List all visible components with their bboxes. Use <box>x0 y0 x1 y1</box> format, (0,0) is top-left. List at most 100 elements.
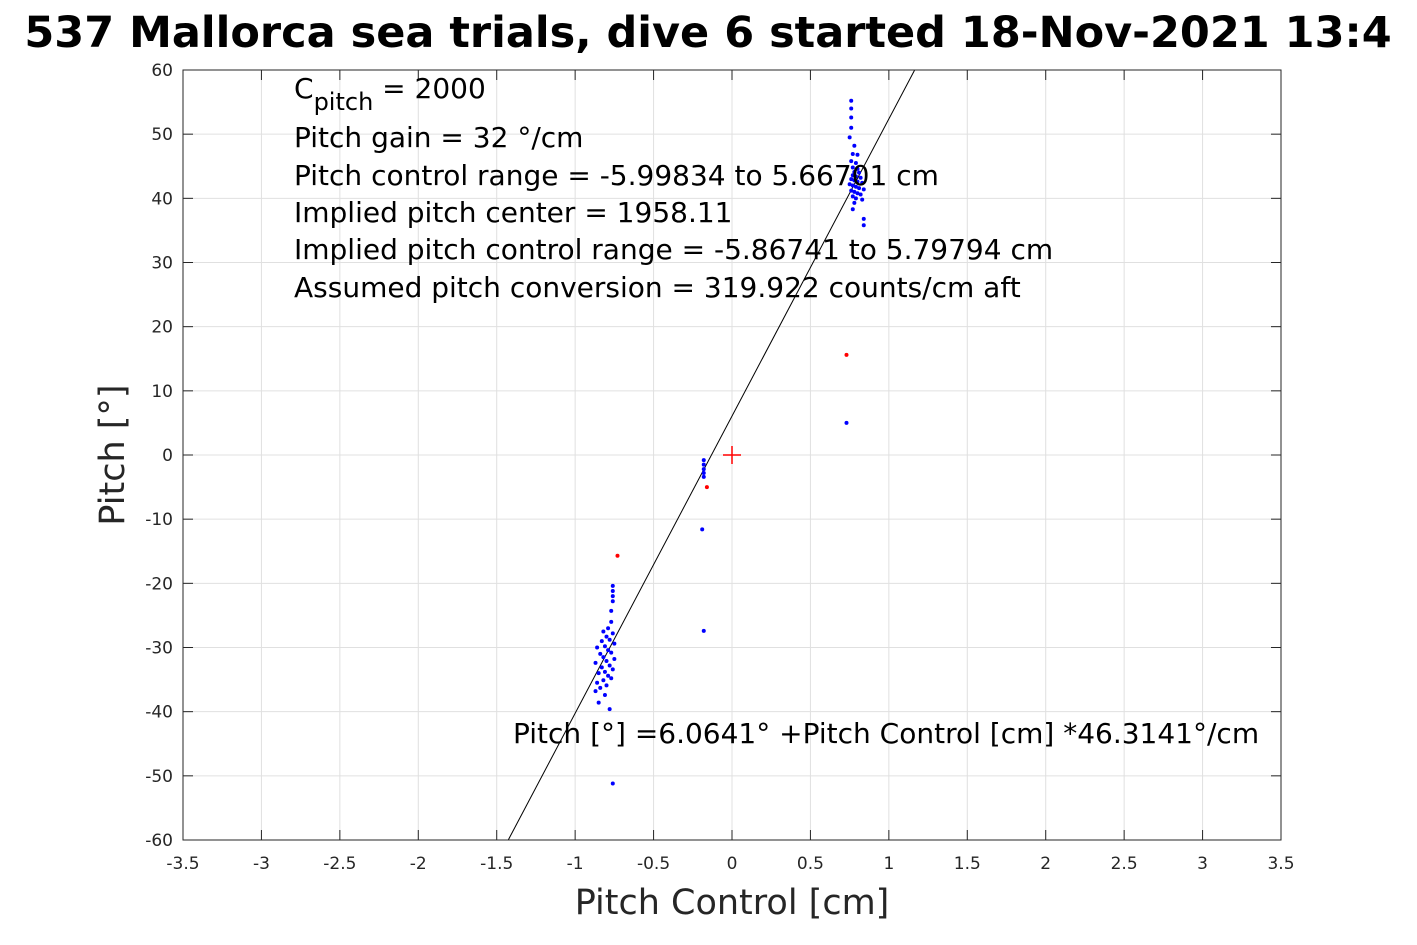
blue-data-point <box>701 458 706 463</box>
blue-data-point <box>861 223 866 228</box>
x-tick-label: -2.5 <box>323 854 356 874</box>
fit-equation-label: Pitch [°] =6.0641° +Pitch Control [cm] *… <box>513 717 1259 750</box>
blue-data-point <box>860 180 865 185</box>
blue-data-point <box>701 462 706 467</box>
x-tick-label: -1 <box>567 854 584 874</box>
blue-data-point <box>606 673 611 678</box>
blue-data-point <box>858 192 863 197</box>
blue-data-point <box>850 165 855 170</box>
y-tick-label: -20 <box>145 574 173 594</box>
x-tick-label: 3 <box>1197 854 1208 874</box>
blue-data-point <box>847 135 852 140</box>
blue-data-point <box>606 648 611 653</box>
y-tick-label: 20 <box>151 318 173 338</box>
x-tick-label: -3 <box>253 854 270 874</box>
cpitch-subscript: pitch <box>314 88 374 116</box>
y-tick-label: 30 <box>151 254 173 274</box>
x-tick-label: 2.5 <box>1111 854 1138 874</box>
blue-data-point <box>849 125 854 130</box>
blue-data-point <box>602 644 607 649</box>
blue-data-point <box>844 420 849 425</box>
blue-data-point <box>604 658 609 663</box>
blue-data-point <box>604 683 609 688</box>
x-tick-label: 1 <box>883 854 894 874</box>
y-tick-label: 10 <box>151 382 173 402</box>
x-tick-label: 0 <box>727 854 738 874</box>
blue-data-point <box>853 196 858 201</box>
blue-data-point <box>849 188 854 193</box>
blue-data-point <box>701 470 706 475</box>
red-data-point <box>844 352 849 357</box>
x-tick-label: -1.5 <box>480 854 513 874</box>
x-tick-label: 3.5 <box>1267 854 1294 874</box>
pitch-conversion-annotation: Assumed pitch conversion = 319.922 count… <box>294 271 1021 304</box>
blue-data-point <box>852 170 857 175</box>
x-axis-label: Pitch Control [cm] <box>575 883 890 923</box>
blue-data-point <box>852 200 857 205</box>
blue-data-point <box>610 631 615 636</box>
blue-data-point <box>612 657 617 662</box>
blue-data-point <box>609 608 614 613</box>
blue-data-point <box>855 179 860 184</box>
blue-data-point <box>852 189 857 194</box>
blue-data-point <box>604 634 609 639</box>
blue-data-point <box>857 170 862 175</box>
blue-data-point <box>850 207 855 212</box>
blue-data-point <box>598 685 603 690</box>
blue-data-point <box>601 655 606 660</box>
fit-line-group <box>507 69 916 841</box>
blue-data-point <box>861 216 866 221</box>
blue-data-point <box>860 197 865 202</box>
blue-data-point <box>606 626 611 631</box>
blue-data-point <box>610 781 615 786</box>
x-tick-label: -0.5 <box>637 854 670 874</box>
blue-data-point <box>601 678 606 683</box>
center-plus-marker <box>723 446 741 464</box>
blue-data-point <box>849 115 854 120</box>
blue-data-point <box>850 194 855 199</box>
blue-data-point <box>855 152 860 157</box>
blue-data-point <box>852 143 857 148</box>
x-tick-label: 2 <box>1040 854 1051 874</box>
red-data-point <box>615 553 620 558</box>
blue-data-point <box>855 191 860 196</box>
blue-data-point <box>852 178 857 183</box>
blue-data-point <box>609 650 614 655</box>
blue-data-point <box>853 161 858 166</box>
chart-title: 537 Mallorca sea trials, dive 6 started … <box>24 8 1391 58</box>
blue-data-point <box>858 175 863 180</box>
blue-data-point <box>602 669 607 674</box>
blue-data-point <box>599 665 604 670</box>
blue-data-point <box>701 474 706 479</box>
blue-data-point <box>596 671 601 676</box>
blue-data-point <box>610 667 615 672</box>
blue-data-point <box>853 184 858 189</box>
blue-data-point <box>610 583 615 588</box>
y-tick-label: 60 <box>151 61 173 81</box>
blue-data-point <box>849 177 854 182</box>
y-tick-label: -60 <box>145 831 173 851</box>
cpitch-annotation: Cpitch = 2000 <box>294 72 486 116</box>
blue-data-point <box>595 680 600 685</box>
y-tick-label: -40 <box>145 703 173 723</box>
blue-data-point <box>700 527 705 532</box>
blue-data-point <box>849 159 854 164</box>
y-tick-label: 0 <box>162 446 173 466</box>
cpitch-symbol: C <box>294 72 314 105</box>
implied-pitch-control-range-annotation: Implied pitch control range = -5.86741 t… <box>294 233 1053 266</box>
x-tick-label: -3.5 <box>166 854 199 874</box>
blue-data-point <box>609 676 614 681</box>
grid-lines <box>182 69 1282 841</box>
cpitch-value: = 2000 <box>373 72 486 105</box>
blue-data-point <box>609 619 614 624</box>
blue-data-point <box>849 98 854 103</box>
pitch-control-range-annotation: Pitch control range = -5.99834 to 5.6670… <box>294 159 939 192</box>
blue-data-point <box>850 183 855 188</box>
blue-data-point <box>598 651 603 656</box>
blue-data-point <box>850 152 855 157</box>
pitch-gain-annotation: Pitch gain = 32 °/cm <box>294 121 583 154</box>
y-tick-label: 50 <box>151 125 173 145</box>
axis-ticks: -3.5 -3 -2.5 -2 -1.5 -1 -0.5 0 0.5 1 1.5 2 2.5 3 3.5 -6… <box>145 61 1294 874</box>
y-tick-label: -30 <box>145 639 173 659</box>
